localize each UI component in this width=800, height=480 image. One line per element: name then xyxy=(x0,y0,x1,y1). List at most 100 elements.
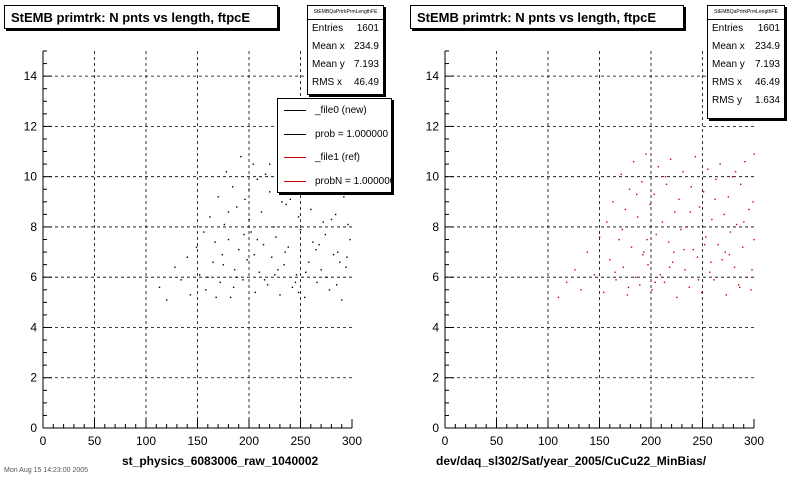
data-point xyxy=(158,286,161,289)
x-tick-label: 300 xyxy=(744,434,764,448)
data-point xyxy=(609,259,611,261)
x-tick-label: 200 xyxy=(641,434,661,448)
stats-row: Entries 1601 xyxy=(308,20,383,38)
data-point xyxy=(281,201,283,203)
data-point xyxy=(645,153,647,155)
legend-entry: prob = 1.000000 xyxy=(278,123,391,147)
data-point xyxy=(603,291,605,294)
data-point xyxy=(279,294,281,296)
data-point xyxy=(236,276,238,278)
y-tick-label: 0 xyxy=(30,421,37,435)
data-point xyxy=(669,158,672,160)
data-point xyxy=(651,289,653,291)
data-point xyxy=(335,284,338,286)
data-point xyxy=(254,291,256,294)
data-point xyxy=(252,163,254,165)
legend: _file0 (new) prob = 1.000000 _file1 (ref… xyxy=(277,98,392,193)
data-point xyxy=(694,155,697,158)
x-tick-label: 100 xyxy=(136,434,156,448)
y-tick-label: 12 xyxy=(24,119,38,133)
data-point xyxy=(704,236,707,238)
plot-title: StEMB primtrk: N pnts vs length, ftpcE xyxy=(410,5,684,29)
data-point xyxy=(703,243,706,246)
data-point xyxy=(256,178,259,180)
data-point xyxy=(273,226,275,228)
data-point xyxy=(275,236,277,238)
x-tick-label: 250 xyxy=(692,434,712,448)
data-point xyxy=(702,191,705,193)
data-point xyxy=(672,261,674,263)
data-point xyxy=(180,279,182,281)
data-point xyxy=(742,246,744,248)
data-point xyxy=(628,188,631,191)
data-point xyxy=(627,286,630,289)
x-tick-label: 300 xyxy=(342,434,362,448)
stats-row: Entries 1601 xyxy=(708,20,784,38)
data-point xyxy=(734,171,737,173)
data-point xyxy=(649,203,651,206)
data-point xyxy=(277,269,279,271)
legend-label: _file0 (new) xyxy=(315,105,367,116)
y-tick-label: 2 xyxy=(30,371,37,385)
data-point xyxy=(612,201,614,203)
data-point xyxy=(269,191,271,193)
legend-swatch xyxy=(284,157,306,158)
data-point xyxy=(668,266,671,268)
data-point xyxy=(330,218,333,221)
data-point xyxy=(692,248,695,251)
data-point xyxy=(667,241,670,243)
y-tick-label: 10 xyxy=(24,170,38,184)
data-point xyxy=(663,281,666,284)
data-point xyxy=(242,279,244,281)
x-tick-label: 50 xyxy=(490,434,504,448)
data-point xyxy=(315,248,317,251)
data-point xyxy=(232,286,235,289)
data-point xyxy=(246,259,248,261)
data-point xyxy=(683,248,685,251)
data-point xyxy=(574,269,576,271)
legend-entry: probN = 1.000000 xyxy=(278,170,391,193)
data-point xyxy=(580,289,582,291)
data-point xyxy=(751,269,753,271)
data-point xyxy=(271,256,273,258)
data-point xyxy=(724,251,726,253)
data-point xyxy=(614,271,616,273)
stats-header: StEMBQaPrtrkPrmLengthFE xyxy=(308,6,383,20)
timestamp-note: Mon Aug 15 14:23:00 2005 xyxy=(4,467,89,474)
legend-swatch xyxy=(284,110,306,111)
x-tick-label: 100 xyxy=(538,434,558,448)
data-point xyxy=(673,251,675,253)
data-point xyxy=(632,160,635,163)
data-point xyxy=(557,296,560,299)
stats-row: Mean y 7.193 xyxy=(708,56,784,74)
data-point xyxy=(334,213,337,216)
stats-row: RMS x 46.49 xyxy=(308,74,383,92)
data-point xyxy=(641,181,643,183)
data-point xyxy=(304,296,306,299)
data-point xyxy=(664,176,667,178)
stats-value: 7.193 xyxy=(754,59,780,70)
data-point xyxy=(642,253,644,256)
stats-value: 234.9 xyxy=(754,41,780,52)
data-point xyxy=(225,171,228,173)
data-point xyxy=(750,289,752,291)
data-point xyxy=(205,289,207,291)
data-point xyxy=(195,246,198,248)
data-point xyxy=(659,274,662,276)
data-point xyxy=(637,216,639,218)
data-point xyxy=(709,271,711,273)
data-point xyxy=(743,221,745,223)
data-point xyxy=(735,223,738,226)
data-point xyxy=(222,264,225,266)
data-point xyxy=(347,223,349,226)
data-point xyxy=(207,276,209,278)
data-point xyxy=(297,291,300,294)
x-tick-label: 0 xyxy=(40,434,47,448)
data-point xyxy=(238,248,240,251)
data-point xyxy=(674,211,676,213)
data-point xyxy=(250,231,252,233)
data-point xyxy=(284,251,286,253)
y-tick-label: 8 xyxy=(432,220,439,234)
data-point xyxy=(243,233,245,236)
data-point xyxy=(299,228,302,231)
